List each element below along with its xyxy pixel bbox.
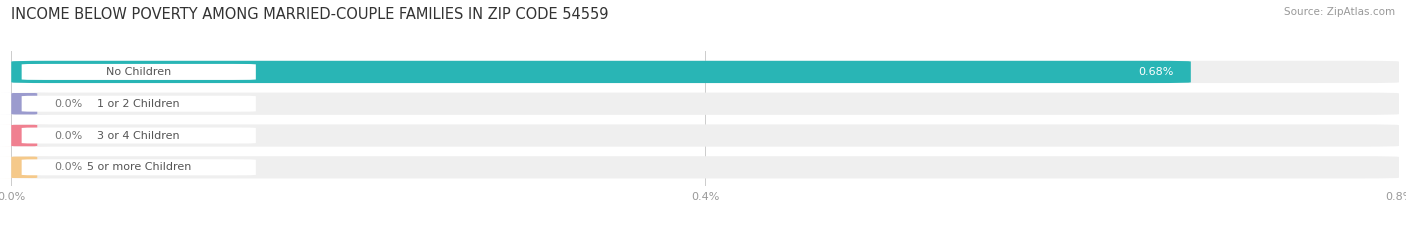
FancyBboxPatch shape — [11, 156, 1399, 178]
Text: Source: ZipAtlas.com: Source: ZipAtlas.com — [1284, 7, 1395, 17]
Text: 5 or more Children: 5 or more Children — [87, 162, 191, 172]
FancyBboxPatch shape — [21, 64, 256, 80]
Text: 0.0%: 0.0% — [55, 99, 83, 109]
Text: No Children: No Children — [105, 67, 172, 77]
FancyBboxPatch shape — [0, 124, 49, 147]
FancyBboxPatch shape — [21, 159, 256, 175]
Text: INCOME BELOW POVERTY AMONG MARRIED-COUPLE FAMILIES IN ZIP CODE 54559: INCOME BELOW POVERTY AMONG MARRIED-COUPL… — [11, 7, 609, 22]
FancyBboxPatch shape — [11, 61, 1191, 83]
FancyBboxPatch shape — [11, 124, 1399, 147]
FancyBboxPatch shape — [11, 93, 1399, 115]
Text: 3 or 4 Children: 3 or 4 Children — [97, 130, 180, 140]
FancyBboxPatch shape — [21, 127, 256, 144]
Text: 1 or 2 Children: 1 or 2 Children — [97, 99, 180, 109]
FancyBboxPatch shape — [11, 61, 1399, 83]
FancyBboxPatch shape — [0, 156, 49, 178]
Text: 0.0%: 0.0% — [55, 130, 83, 140]
FancyBboxPatch shape — [0, 93, 49, 115]
FancyBboxPatch shape — [21, 96, 256, 112]
Text: 0.68%: 0.68% — [1137, 67, 1174, 77]
Text: 0.0%: 0.0% — [55, 162, 83, 172]
